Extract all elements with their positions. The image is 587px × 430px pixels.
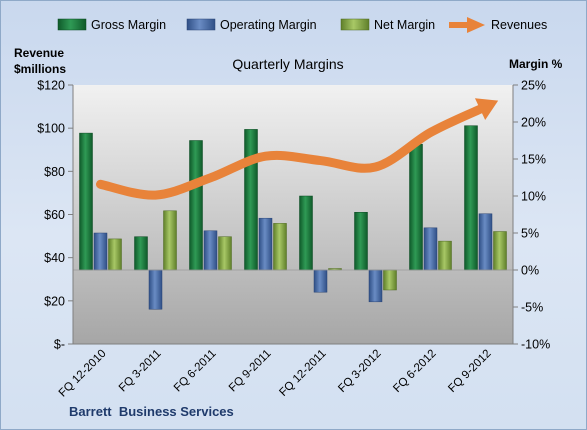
left-tick-label: $100: [37, 122, 65, 136]
bar-gross-margin-fq-9-2012: [464, 125, 478, 271]
category-label: FQ 3-2011: [117, 348, 164, 395]
legend-item-gross-margin: Gross Margin: [57, 18, 166, 32]
legend-item-revenues: Revenues: [449, 17, 547, 33]
bar-gross-margin-fq-12-2010: [79, 132, 93, 271]
bar-gross-margin-fq-3-2011: [134, 236, 148, 271]
bar-layer: [79, 125, 507, 310]
left-axis-ticks: $- $20 $40 $60 $80 $100 $120: [37, 79, 73, 352]
bar-gross-margin-fq-9-2011: [244, 129, 258, 271]
right-tick-label: 20%: [521, 116, 546, 130]
bar-operating-margin-fq-6-2011: [203, 230, 218, 271]
right-tick-label: -10%: [521, 338, 550, 352]
legend-label-net-margin: Net Margin: [374, 18, 435, 32]
legend: Gross Margin Operating Margin Net Margin…: [57, 17, 547, 33]
bar-operating-margin-fq-12-2011: [313, 269, 328, 293]
legend-label-revenues: Revenues: [491, 18, 547, 32]
left-tick-label: $60: [44, 208, 65, 222]
bar-gross-margin-fq-3-2012: [354, 212, 368, 271]
revenues-line: [96, 104, 485, 200]
bar-gross-margin-fq-6-2011: [189, 140, 203, 271]
right-tick-label: 10%: [521, 190, 546, 204]
legend-item-operating-margin: Operating Margin: [186, 18, 317, 32]
left-axis-title-line2: $millions: [14, 62, 66, 76]
right-axis-ticks: -10% -5% 0% 5% 10% 15% 20% 25%: [513, 79, 550, 352]
right-tick-label: 5%: [521, 227, 539, 241]
category-label: FQ 3-2012: [336, 348, 383, 395]
bar-net-margin-fq-6-2012: [438, 240, 452, 271]
left-tick-label: $80: [44, 165, 65, 179]
bar-net-margin-fq-6-2011: [218, 236, 232, 271]
legend-swatch-net-margin: [340, 18, 370, 31]
category-label: FQ 6-2011: [172, 348, 219, 395]
bar-operating-margin-fq-6-2012: [423, 227, 438, 271]
left-tick-label: $120: [37, 79, 65, 93]
legend-item-net-margin: Net Margin: [340, 18, 435, 32]
revenues-arrowhead: [474, 98, 499, 120]
right-tick-label: 15%: [521, 153, 546, 167]
bar-gross-margin-fq-6-2012: [409, 143, 423, 271]
bar-operating-margin-fq-9-2011: [258, 217, 273, 271]
right-tick-label: -5%: [521, 301, 543, 315]
chart-title: Quarterly Margins: [232, 56, 343, 72]
legend-label-operating-margin: Operating Margin: [220, 18, 317, 32]
left-axis-title-line1: Revenue: [14, 46, 64, 60]
category-label: FQ 9-2012: [446, 348, 493, 395]
legend-swatch-operating-margin: [186, 18, 216, 31]
legend-label-gross-margin: Gross Margin: [91, 18, 166, 32]
bar-net-margin-fq-3-2011: [163, 210, 177, 271]
category-labels: FQ 12-2010 FQ 3-2011 FQ 6-2011 FQ 9-2011 FQ …: [57, 348, 494, 400]
right-axis-title: Margin %: [509, 57, 563, 71]
footer-company-name: Barrett Business Services: [69, 404, 234, 419]
bar-net-margin-fq-9-2012: [493, 231, 507, 271]
revenue-line-layer: [96, 98, 499, 200]
category-label: FQ 6-2012: [391, 348, 438, 395]
bar-net-margin-fq-9-2011: [273, 223, 287, 271]
bar-net-margin-fq-12-2010: [108, 238, 122, 271]
left-tick-label: $-: [54, 338, 65, 352]
bar-net-margin-fq-3-2012: [383, 269, 397, 291]
bar-operating-margin-fq-3-2011: [148, 269, 163, 310]
category-label: FQ 12-2010: [57, 348, 109, 400]
bar-operating-margin-fq-3-2012: [368, 269, 383, 303]
right-tick-label: 0%: [521, 264, 539, 278]
bar-gross-margin-fq-12-2011: [299, 195, 313, 271]
bar-operating-margin-fq-9-2012: [478, 213, 493, 271]
legend-swatch-gross-margin: [57, 18, 87, 31]
right-tick-label: 25%: [521, 79, 546, 93]
category-label: FQ 12-2011: [277, 348, 328, 399]
legend-arrowhead-revenues: [467, 17, 485, 33]
bar-operating-margin-fq-12-2010: [93, 232, 108, 271]
left-tick-label: $20: [44, 294, 65, 308]
left-tick-label: $40: [44, 251, 65, 265]
category-label: FQ 9-2011: [227, 348, 274, 395]
